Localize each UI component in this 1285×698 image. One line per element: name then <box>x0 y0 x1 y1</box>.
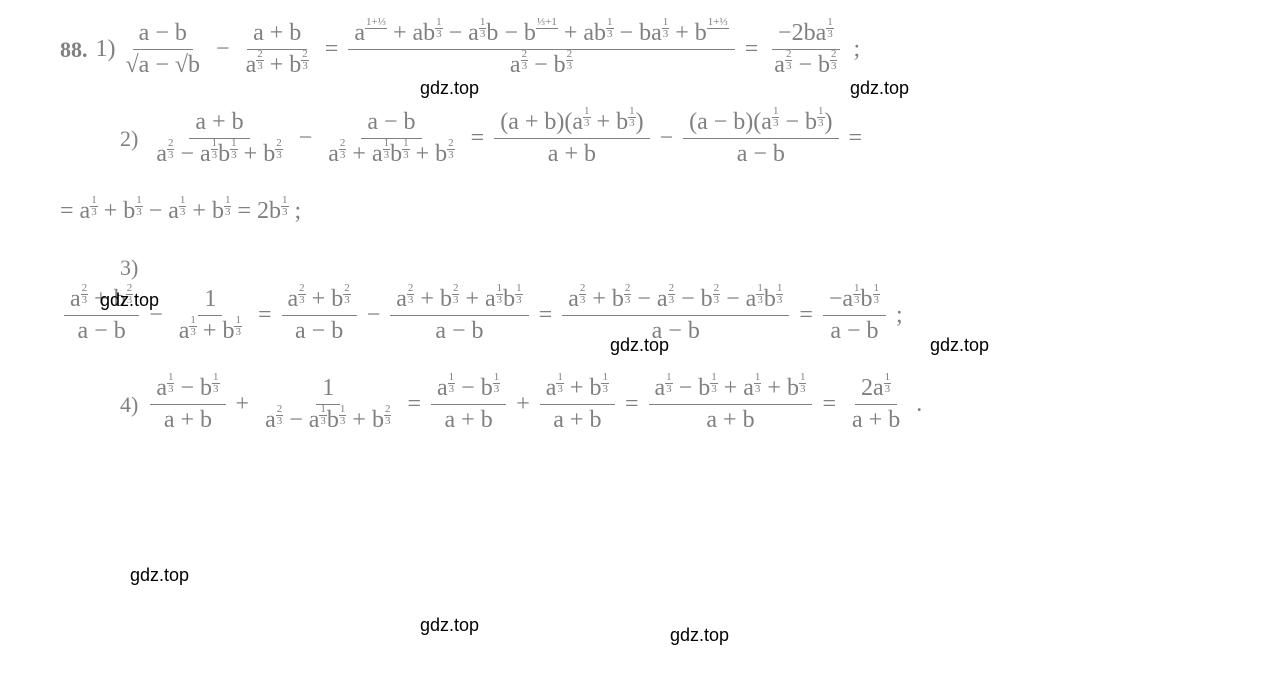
equals-op: = <box>471 125 485 152</box>
denominator: a − b <box>731 139 791 168</box>
numerator: a13 − b13 <box>150 375 225 405</box>
fraction-result: −2ba13 a23 − b23 <box>768 20 843 79</box>
watermark-text: gdz.top <box>130 565 189 586</box>
sub-label-4: 4) <box>120 392 138 418</box>
numerator: a13 − b13 <box>431 375 506 405</box>
fraction-3: a13 − b13 a + b <box>431 375 506 434</box>
fraction-2: a + b a23 + b23 <box>240 20 315 79</box>
watermark-text: gdz.top <box>610 335 669 356</box>
fraction-5: a13 − b13 + a13 + b13 a + b <box>649 375 813 434</box>
equals-op: = <box>822 391 836 418</box>
numerator: a + b <box>247 20 307 50</box>
minus-op: − <box>660 125 674 152</box>
sub-label-3: 3) <box>120 255 138 281</box>
numerator: a + b <box>189 109 249 139</box>
denominator: a23 − a13b13 + b23 <box>150 139 288 168</box>
equals-op: = <box>745 36 759 63</box>
numerator: (a − b)(a13 − b13) <box>683 109 838 139</box>
equation-line-3: = a13 + b13 − a13 + b13 = 2b13 ; <box>60 198 1225 225</box>
numerator: a23 + b23 <box>282 286 357 316</box>
denominator: a + b <box>547 405 607 434</box>
denominator: a23 − a13b13 + b23 <box>259 405 397 434</box>
denominator: a − b <box>289 316 349 345</box>
numerator: 2a13 <box>855 375 897 405</box>
watermark-text: gdz.top <box>930 335 989 356</box>
equation-line-4-label: 3) <box>90 255 1225 281</box>
fraction-2: a − b a23 + a13b13 + b23 <box>322 109 460 168</box>
equation-line-6: 4) a13 − b13 a + b + 1 a23 − a13b13 + b2… <box>90 375 1225 434</box>
equals-op: = <box>799 302 813 329</box>
denominator: a23 + b23 <box>240 50 315 79</box>
fraction-big: a1+⅓ + ab13 − a13b − b⅓+1 + ab13 − ba13 … <box>348 20 734 79</box>
numerator: −a13b13 <box>823 286 886 316</box>
denominator: a + b <box>700 405 760 434</box>
sub-label-2: 2) <box>120 126 138 152</box>
fraction-3: (a + b)(a13 + b13) a + b <box>494 109 649 168</box>
numerator: a13 + b13 <box>540 375 615 405</box>
fraction-4: a13 + b13 a + b <box>540 375 615 434</box>
numerator: a − b <box>361 109 421 139</box>
denominator: a + b <box>846 405 906 434</box>
fraction-result: 2a13 a + b <box>846 375 906 434</box>
watermark-text: gdz.top <box>420 78 479 99</box>
numerator: 1 <box>198 286 222 316</box>
equals-op: = <box>539 302 553 329</box>
fraction-1: a − b 3√a − 3√b <box>120 20 207 79</box>
semicolon: ; <box>890 302 903 329</box>
denominator: a + b <box>542 139 602 168</box>
watermark-text: gdz.top <box>850 78 909 99</box>
numerator: a1+⅓ + ab13 − a13b − b⅓+1 + ab13 − ba13 … <box>348 20 734 50</box>
denominator: a13 + b13 <box>173 316 248 345</box>
equation-line-1: 88. 1) a − b 3√a − 3√b − a + b a23 + b23… <box>60 20 1225 79</box>
denominator: a + b <box>439 405 499 434</box>
plus-op: + <box>236 391 250 418</box>
fraction-4: a23 + b23 + a13b13 a − b <box>390 286 528 345</box>
numerator: a − b <box>133 20 193 50</box>
minus-op: − <box>216 36 230 63</box>
denominator: a23 − b23 <box>768 50 843 79</box>
sub-label-1: 1) <box>96 36 116 63</box>
fraction-3: a23 + b23 a − b <box>282 286 357 345</box>
minus-op: − <box>299 125 313 152</box>
equals-op: = <box>849 125 863 152</box>
denominator: a − b <box>429 316 489 345</box>
fraction-4: (a − b)(a13 − b13) a − b <box>683 109 838 168</box>
numerator: a13 − b13 + a13 + b13 <box>649 375 813 405</box>
plus-op: + <box>516 391 530 418</box>
watermark-text: gdz.top <box>100 290 159 311</box>
denominator: a − b <box>72 316 132 345</box>
equals-op: = <box>407 391 421 418</box>
denominator: a23 − b23 <box>504 50 579 79</box>
denominator: 3√a − 3√b <box>120 50 207 79</box>
denominator: a − b <box>824 316 884 345</box>
denominator: a + b <box>158 405 218 434</box>
numerator: 1 <box>316 375 340 405</box>
equals-op: = <box>325 36 339 63</box>
equals-op: = <box>258 302 272 329</box>
continuation: = a13 + b13 − a13 + b13 = 2b13 ; <box>60 198 301 225</box>
equation-line-2: 2) a + b a23 − a13b13 + b23 − a − b a23 … <box>90 109 1225 168</box>
equals-op: = <box>625 391 639 418</box>
numerator: a23 + b23 + a13b13 <box>390 286 528 316</box>
fraction-1: a13 − b13 a + b <box>150 375 225 434</box>
fraction-1: a + b a23 − a13b13 + b23 <box>150 109 288 168</box>
problem-number: 88. <box>60 37 88 63</box>
watermark-text: gdz.top <box>420 615 479 636</box>
numerator: a23 + b23 − a23 − b23 − a13b13 <box>562 286 789 316</box>
numerator: −2ba13 <box>772 20 840 50</box>
fraction-2: 1 a23 − a13b13 + b23 <box>259 375 397 434</box>
fraction-5: a23 + b23 − a23 − b23 − a13b13 a − b <box>562 286 789 345</box>
denominator: a23 + a13b13 + b23 <box>322 139 460 168</box>
fraction-2: 1 a13 + b13 <box>173 286 248 345</box>
semicolon: ; <box>847 36 860 63</box>
fraction-result: −a13b13 a − b <box>823 286 886 345</box>
period: . <box>910 391 922 418</box>
minus-op: − <box>367 302 381 329</box>
watermark-text: gdz.top <box>670 625 729 646</box>
numerator: (a + b)(a13 + b13) <box>494 109 649 139</box>
